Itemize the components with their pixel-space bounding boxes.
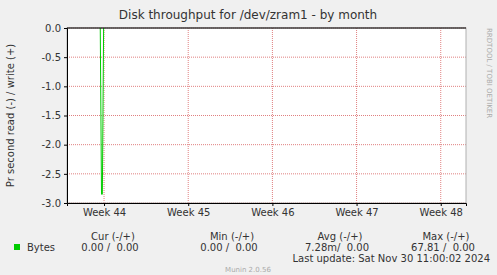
x-axis-line (68, 204, 467, 207)
chart: -3.0-2.5-2.0-1.5-1.0-0.50.0Week 44Week 4… (0, 0, 497, 275)
last-update: Last update: Sat Nov 30 11:00:02 2024 (292, 253, 490, 264)
zero-line (67, 28, 466, 29)
y-tick-label: -3.0 (41, 198, 61, 209)
x-tick-mark (272, 203, 273, 206)
y-axis: -3.0 -2.5 -2.0 -1.5 -1.0 -0.5 0.0 (41, 23, 67, 209)
title: Disk throughput for /dev/zram1 - by mont… (119, 8, 377, 22)
y-tick: -0.5 (41, 52, 67, 63)
y-tick-mark (64, 57, 67, 58)
x-tick-label: Week 48 (420, 207, 463, 218)
series-group (100, 28, 103, 194)
y-tick-label: -1.0 (41, 81, 61, 92)
y-grid-line (67, 28, 466, 29)
y-tick-mark (64, 28, 67, 29)
x-tick: Week 48 (420, 203, 463, 218)
stats-value: 67.81 / 0.00 (411, 242, 475, 253)
y-axis-title: Pr second read (-) / write (+) (5, 44, 16, 187)
y-tick: -1.0 (41, 81, 67, 92)
y-tick-label: -0.5 (41, 52, 61, 63)
x-axis: Week 44 Week 45 Week 46 Week 47 Week 48 (68, 203, 467, 218)
y-grid-line (67, 86, 466, 87)
y-tick: -3.0 (41, 198, 67, 209)
footer: Munin 2.0.56 (225, 266, 271, 274)
stats-header: Min (-/+) (210, 231, 254, 242)
y-axis-line (64, 29, 68, 204)
x-tick: Week 46 (251, 203, 294, 218)
stats-header: Cur (-/+) (91, 231, 135, 242)
stats-value: 7.28m/ 0.00 (305, 242, 369, 253)
x-tick-label: Week 46 (251, 207, 294, 218)
y-tick-mark (64, 203, 67, 204)
y-tick-label: 0.0 (45, 23, 61, 34)
watermark: RRDTOOL / TOBI OETIKER (485, 28, 493, 118)
y-tick-label: -2.0 (41, 139, 61, 150)
x-tick-label: Week 47 (335, 207, 378, 218)
stats-value: 0.00 / 0.00 (200, 242, 257, 253)
grid (67, 28, 466, 203)
y-tick-mark (64, 174, 67, 175)
x-tick-mark (188, 203, 189, 206)
x-tick: Week 45 (167, 203, 210, 218)
stats-header: Max (-/+) (422, 231, 469, 242)
x-tick-mark (104, 203, 105, 206)
y-grid-line (67, 144, 466, 145)
y-tick: -1.5 (41, 110, 67, 121)
x-tick-mark (357, 203, 358, 206)
x-grid-line (356, 28, 357, 203)
y-tick-label: -1.5 (41, 110, 61, 121)
legend-swatch (14, 244, 20, 250)
y-tick-mark (64, 145, 67, 146)
x-tick: Week 47 (335, 203, 378, 218)
background (0, 0, 497, 275)
stats-value: 0.00 / 0.00 (81, 242, 138, 253)
y-tick-mark (64, 86, 67, 87)
y-tick-mark (64, 116, 67, 117)
y-grid-line (67, 57, 466, 58)
y-grid-line (67, 173, 466, 174)
y-tick-label: -2.5 (41, 169, 61, 180)
x-tick-label: Week 44 (83, 207, 126, 218)
legend-label: Bytes (27, 242, 55, 253)
stats-header: Avg (-/+) (318, 231, 363, 242)
x-grid-line (272, 28, 273, 203)
y-tick: -2.5 (41, 169, 67, 180)
plot-area (67, 28, 466, 203)
y-tick: -2.0 (41, 139, 67, 150)
plot-frame (67, 28, 466, 203)
y-grid-line (67, 115, 466, 116)
y-tick: 0.0 (45, 23, 67, 34)
series-line (100, 28, 103, 194)
x-tick: Week 44 (83, 203, 126, 218)
x-tick-mark (441, 203, 442, 206)
x-tick-label: Week 45 (167, 207, 210, 218)
